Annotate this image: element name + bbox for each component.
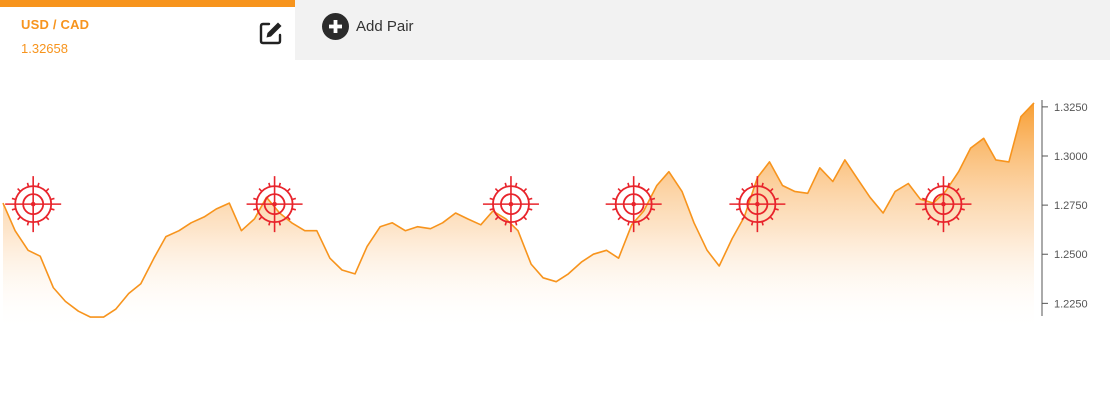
y-tick-label: 1.3250 — [1054, 102, 1088, 114]
y-tick-label: 1.3000 — [1054, 151, 1088, 163]
active-tab-indicator — [0, 0, 295, 7]
plus-circle-icon — [322, 12, 349, 40]
pair-rate: 1.32658 — [21, 41, 68, 56]
price-area — [3, 102, 1034, 333]
add-pair-button[interactable]: Add Pair — [322, 12, 414, 40]
crosshair-marker — [915, 176, 972, 233]
crosshair-marker — [482, 176, 539, 233]
crosshair-marker — [605, 176, 662, 233]
y-tick-label: 1.2250 — [1054, 298, 1088, 310]
edit-icon[interactable] — [258, 20, 284, 46]
pair-name: USD / CAD — [21, 17, 90, 32]
y-tick-label: 1.2750 — [1054, 200, 1088, 212]
add-pair-label: Add Pair — [356, 17, 414, 35]
pair-tab-usd-cad[interactable]: USD / CAD 1.32658 — [0, 0, 295, 60]
pair-tab-bar: USD / CAD 1.32658 Add Pair — [0, 0, 1110, 60]
price-line — [2, 102, 1035, 318]
price-chart: 1.3250 1.3000 1.2750 1.2500 1.2250 — [2, 100, 1088, 333]
crosshair-marker — [5, 176, 62, 233]
y-tick-label: 1.2500 — [1054, 249, 1088, 261]
crosshair-marker — [729, 176, 786, 233]
crosshair-marker — [246, 176, 303, 233]
